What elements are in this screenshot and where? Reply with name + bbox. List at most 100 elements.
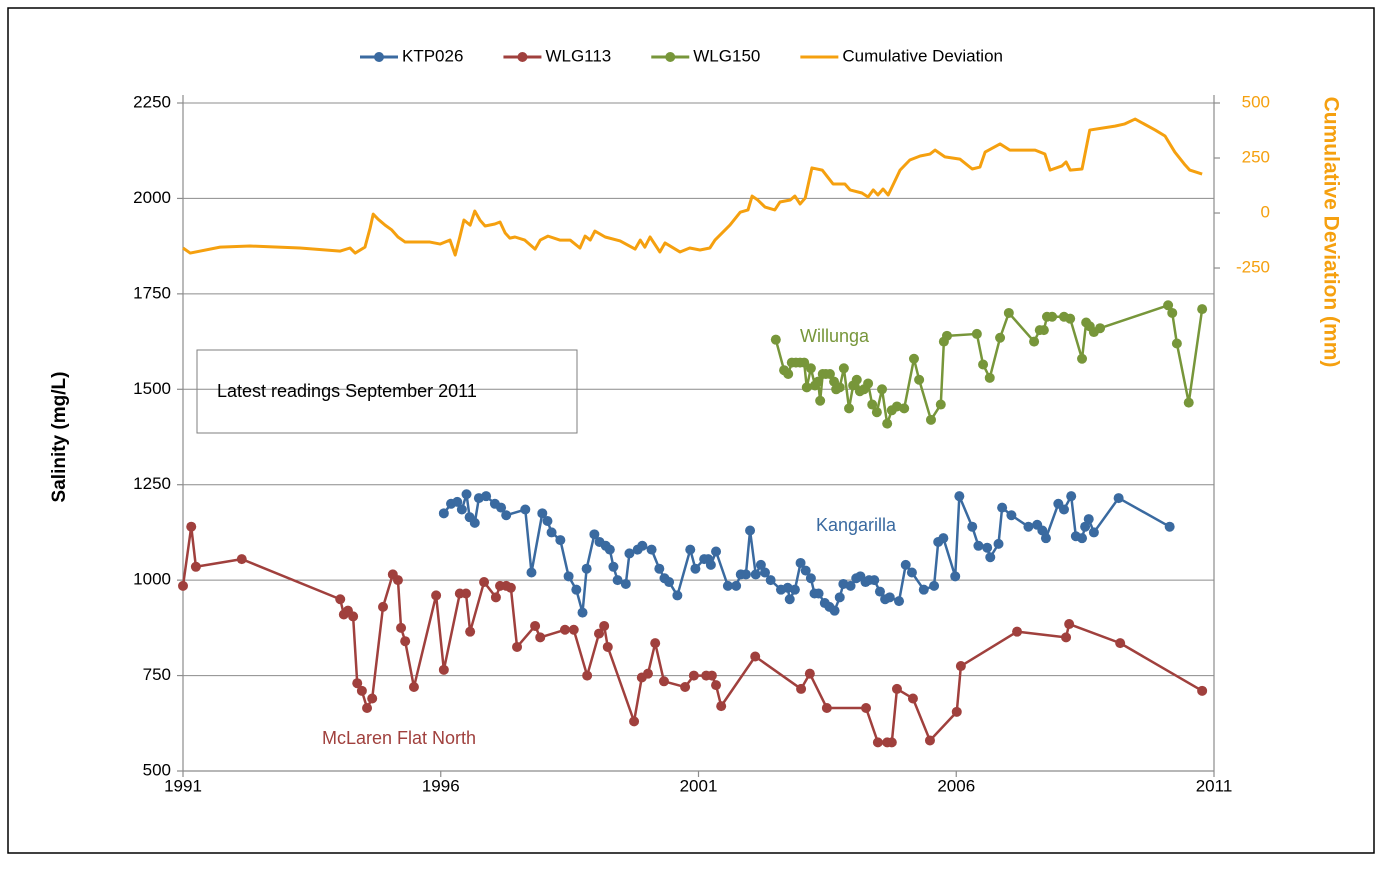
data-point bbox=[705, 559, 716, 570]
data-point bbox=[863, 378, 874, 389]
y-tick-label: 1250 bbox=[133, 474, 171, 493]
data-point bbox=[178, 580, 188, 591]
data-point bbox=[1088, 527, 1099, 538]
data-point bbox=[685, 544, 696, 555]
data-point bbox=[690, 563, 701, 574]
data-point bbox=[941, 330, 952, 341]
data-point bbox=[367, 693, 378, 704]
data-point bbox=[851, 374, 862, 385]
data-point bbox=[929, 580, 940, 591]
data-point bbox=[759, 567, 770, 578]
data-point bbox=[1080, 521, 1091, 532]
data-point bbox=[378, 601, 389, 612]
data-point bbox=[954, 491, 965, 502]
data-point bbox=[680, 682, 691, 693]
data-point bbox=[894, 596, 905, 607]
data-point bbox=[408, 682, 419, 693]
y2-tick-label: 0 bbox=[1261, 202, 1270, 221]
data-point bbox=[801, 382, 812, 393]
data-point bbox=[1167, 307, 1178, 318]
data-point bbox=[537, 508, 548, 519]
data-point bbox=[951, 706, 962, 717]
data-point bbox=[1115, 638, 1126, 649]
annotation: Willunga bbox=[800, 326, 870, 346]
data-point bbox=[1037, 525, 1048, 536]
y2-tick-label: 500 bbox=[1242, 92, 1270, 111]
data-point bbox=[967, 521, 978, 532]
data-point bbox=[891, 683, 902, 694]
data-point bbox=[672, 590, 683, 601]
data-point bbox=[642, 668, 653, 679]
data-point bbox=[805, 573, 816, 584]
data-point bbox=[348, 611, 359, 622]
data-point bbox=[481, 491, 492, 502]
data-point bbox=[924, 735, 935, 746]
data-point bbox=[461, 588, 472, 599]
data-point bbox=[795, 557, 806, 568]
data-point bbox=[236, 554, 247, 565]
data-point bbox=[867, 399, 878, 410]
data-point bbox=[1061, 632, 1072, 643]
data-point bbox=[984, 372, 995, 383]
data-point bbox=[770, 334, 781, 345]
data-point bbox=[716, 701, 727, 712]
data-point bbox=[599, 620, 610, 631]
data-point bbox=[637, 540, 648, 551]
x-tick-label: 2011 bbox=[1196, 776, 1233, 795]
data-point bbox=[490, 592, 501, 603]
data-point bbox=[612, 575, 623, 586]
data-point bbox=[755, 559, 766, 570]
data-point bbox=[971, 328, 982, 339]
data-point bbox=[1163, 300, 1174, 311]
data-point bbox=[362, 703, 373, 714]
data-point bbox=[1197, 304, 1208, 315]
data-point bbox=[1171, 338, 1182, 349]
data-point bbox=[877, 384, 888, 395]
legend-label: WLG113 bbox=[545, 46, 611, 65]
annotation-box bbox=[196, 349, 578, 434]
y-tick-label: 1500 bbox=[133, 379, 171, 398]
data-point bbox=[824, 369, 835, 380]
y-tick-label: 750 bbox=[143, 665, 171, 684]
y-tick-label: 2000 bbox=[133, 188, 171, 207]
data-point bbox=[925, 414, 936, 425]
data-point bbox=[805, 363, 816, 374]
data-point bbox=[589, 529, 600, 540]
data-point bbox=[512, 641, 523, 652]
data-point bbox=[872, 737, 883, 748]
data-point bbox=[711, 546, 722, 557]
data-point bbox=[799, 357, 810, 368]
data-point bbox=[982, 542, 993, 553]
data-point bbox=[654, 563, 665, 574]
y2-tick-label: 250 bbox=[1242, 147, 1270, 166]
data-point bbox=[765, 575, 776, 586]
data-point bbox=[784, 594, 795, 605]
data-point bbox=[568, 624, 579, 635]
data-point bbox=[813, 588, 824, 599]
y-tick-label: 1000 bbox=[133, 570, 171, 589]
data-point bbox=[884, 592, 895, 603]
data-point bbox=[914, 374, 925, 385]
data-point bbox=[886, 737, 897, 748]
data-point bbox=[745, 525, 756, 536]
legend-label: KTP026 bbox=[402, 46, 463, 65]
data-point bbox=[571, 584, 582, 595]
data-point bbox=[496, 502, 507, 513]
data-point bbox=[608, 561, 619, 572]
data-point bbox=[973, 540, 984, 551]
data-point bbox=[900, 559, 911, 570]
data-point bbox=[950, 571, 961, 582]
data-point bbox=[821, 703, 832, 714]
data-point bbox=[456, 504, 467, 515]
data-point bbox=[352, 678, 363, 689]
data-point bbox=[1065, 313, 1076, 324]
data-point bbox=[871, 407, 882, 418]
data-point bbox=[1083, 514, 1094, 525]
data-point bbox=[542, 515, 553, 526]
data-point bbox=[935, 399, 946, 410]
y2-tick-label: -250 bbox=[1236, 258, 1270, 277]
data-point bbox=[869, 575, 880, 586]
data-point bbox=[620, 578, 631, 589]
data-point bbox=[1077, 353, 1088, 364]
